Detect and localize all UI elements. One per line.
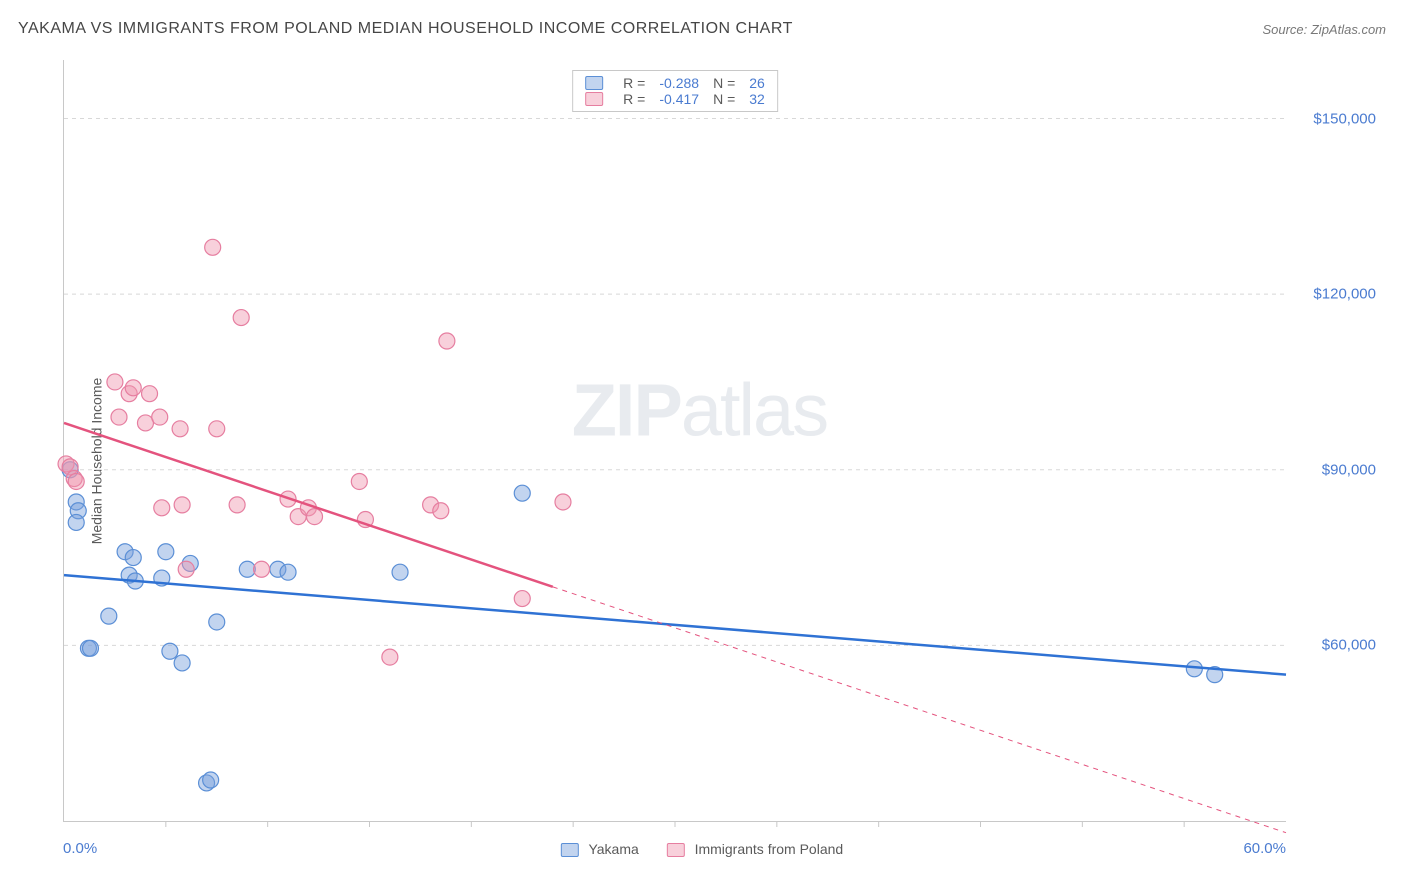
data-point bbox=[300, 500, 316, 516]
legend-label: Yakama bbox=[588, 841, 638, 857]
plot-area: ZIPatlas R = -0.288 N = 26 R = -0.417 N … bbox=[63, 60, 1286, 822]
data-point bbox=[433, 503, 449, 519]
data-point bbox=[142, 386, 158, 402]
y-tick-label: $60,000 bbox=[1322, 637, 1376, 654]
watermark-bold: ZIP bbox=[572, 369, 681, 452]
data-point bbox=[182, 555, 198, 571]
data-point bbox=[1207, 667, 1223, 683]
stats-legend-box: R = -0.288 N = 26 R = -0.417 N = 32 bbox=[572, 70, 778, 112]
x-axis-max-label: 60.0% bbox=[1243, 840, 1286, 857]
trend-line-solid bbox=[64, 575, 1286, 675]
data-point bbox=[174, 497, 190, 513]
data-point bbox=[62, 459, 78, 475]
n-label: N = bbox=[713, 91, 735, 107]
bottom-legend: Yakama Immigrants from Poland bbox=[549, 841, 855, 857]
data-point bbox=[205, 239, 221, 255]
data-point bbox=[307, 509, 323, 525]
legend-item: Immigrants from Poland bbox=[667, 841, 844, 857]
r-value: -0.288 bbox=[659, 75, 699, 91]
r-label: R = bbox=[623, 91, 645, 107]
data-point bbox=[280, 491, 296, 507]
data-point bbox=[162, 643, 178, 659]
legend-label: Immigrants from Poland bbox=[695, 841, 844, 857]
data-point bbox=[514, 591, 530, 607]
data-point bbox=[68, 473, 84, 489]
watermark-light: atlas bbox=[681, 369, 827, 452]
data-point bbox=[174, 655, 190, 671]
r-label: R = bbox=[623, 75, 645, 91]
y-tick-label: $120,000 bbox=[1313, 286, 1376, 303]
data-point bbox=[80, 640, 96, 656]
data-point bbox=[280, 564, 296, 580]
r-value: -0.417 bbox=[659, 91, 699, 107]
data-point bbox=[125, 380, 141, 396]
data-point bbox=[137, 415, 153, 431]
data-point bbox=[1186, 661, 1202, 677]
legend-swatch bbox=[585, 92, 603, 106]
data-point bbox=[555, 494, 571, 510]
data-point bbox=[357, 512, 373, 528]
data-point bbox=[107, 374, 123, 390]
data-point bbox=[127, 573, 143, 589]
data-point bbox=[154, 500, 170, 516]
n-value: 26 bbox=[749, 75, 765, 91]
legend-swatch bbox=[561, 843, 579, 857]
trend-line-solid bbox=[64, 423, 553, 587]
legend-item: Yakama bbox=[561, 841, 643, 857]
data-point bbox=[290, 509, 306, 525]
watermark: ZIPatlas bbox=[572, 368, 827, 453]
data-point bbox=[382, 649, 398, 665]
data-point bbox=[270, 561, 286, 577]
data-point bbox=[62, 462, 78, 478]
data-point bbox=[111, 409, 127, 425]
stat-row: R = -0.417 N = 32 bbox=[585, 91, 765, 107]
data-point bbox=[351, 473, 367, 489]
data-point bbox=[229, 497, 245, 513]
data-point bbox=[68, 494, 84, 510]
y-tick-label: $150,000 bbox=[1313, 110, 1376, 127]
data-point bbox=[233, 310, 249, 326]
data-point bbox=[152, 409, 168, 425]
data-point bbox=[239, 561, 255, 577]
chart-container: Median Household Income ZIPatlas R = -0.… bbox=[18, 50, 1386, 872]
stat-row: R = -0.288 N = 26 bbox=[585, 75, 765, 91]
legend-swatch bbox=[585, 76, 603, 90]
page-title: YAKAMA VS IMMIGRANTS FROM POLAND MEDIAN … bbox=[18, 20, 793, 38]
data-point bbox=[121, 567, 137, 583]
data-point bbox=[70, 503, 86, 519]
data-point bbox=[178, 561, 194, 577]
x-axis-min-label: 0.0% bbox=[63, 840, 97, 857]
trend-line-dashed bbox=[553, 587, 1286, 833]
data-point bbox=[392, 564, 408, 580]
data-point bbox=[158, 544, 174, 560]
data-point bbox=[439, 333, 455, 349]
n-value: 32 bbox=[749, 91, 765, 107]
n-label: N = bbox=[713, 75, 735, 91]
data-point bbox=[154, 570, 170, 586]
data-point bbox=[172, 421, 188, 437]
data-point bbox=[199, 775, 215, 791]
legend-swatch bbox=[667, 843, 685, 857]
y-tick-label: $90,000 bbox=[1322, 461, 1376, 478]
data-point bbox=[82, 640, 98, 656]
data-point bbox=[203, 772, 219, 788]
data-point bbox=[117, 544, 133, 560]
data-point bbox=[58, 456, 74, 472]
data-point bbox=[254, 561, 270, 577]
data-point bbox=[125, 550, 141, 566]
data-point bbox=[66, 471, 82, 487]
data-point bbox=[514, 485, 530, 501]
chart-svg bbox=[64, 60, 1286, 821]
data-point bbox=[423, 497, 439, 513]
source-label: Source: ZipAtlas.com bbox=[1262, 22, 1386, 37]
data-point bbox=[68, 514, 84, 530]
data-point bbox=[209, 421, 225, 437]
data-point bbox=[121, 386, 137, 402]
data-point bbox=[101, 608, 117, 624]
data-point bbox=[209, 614, 225, 630]
